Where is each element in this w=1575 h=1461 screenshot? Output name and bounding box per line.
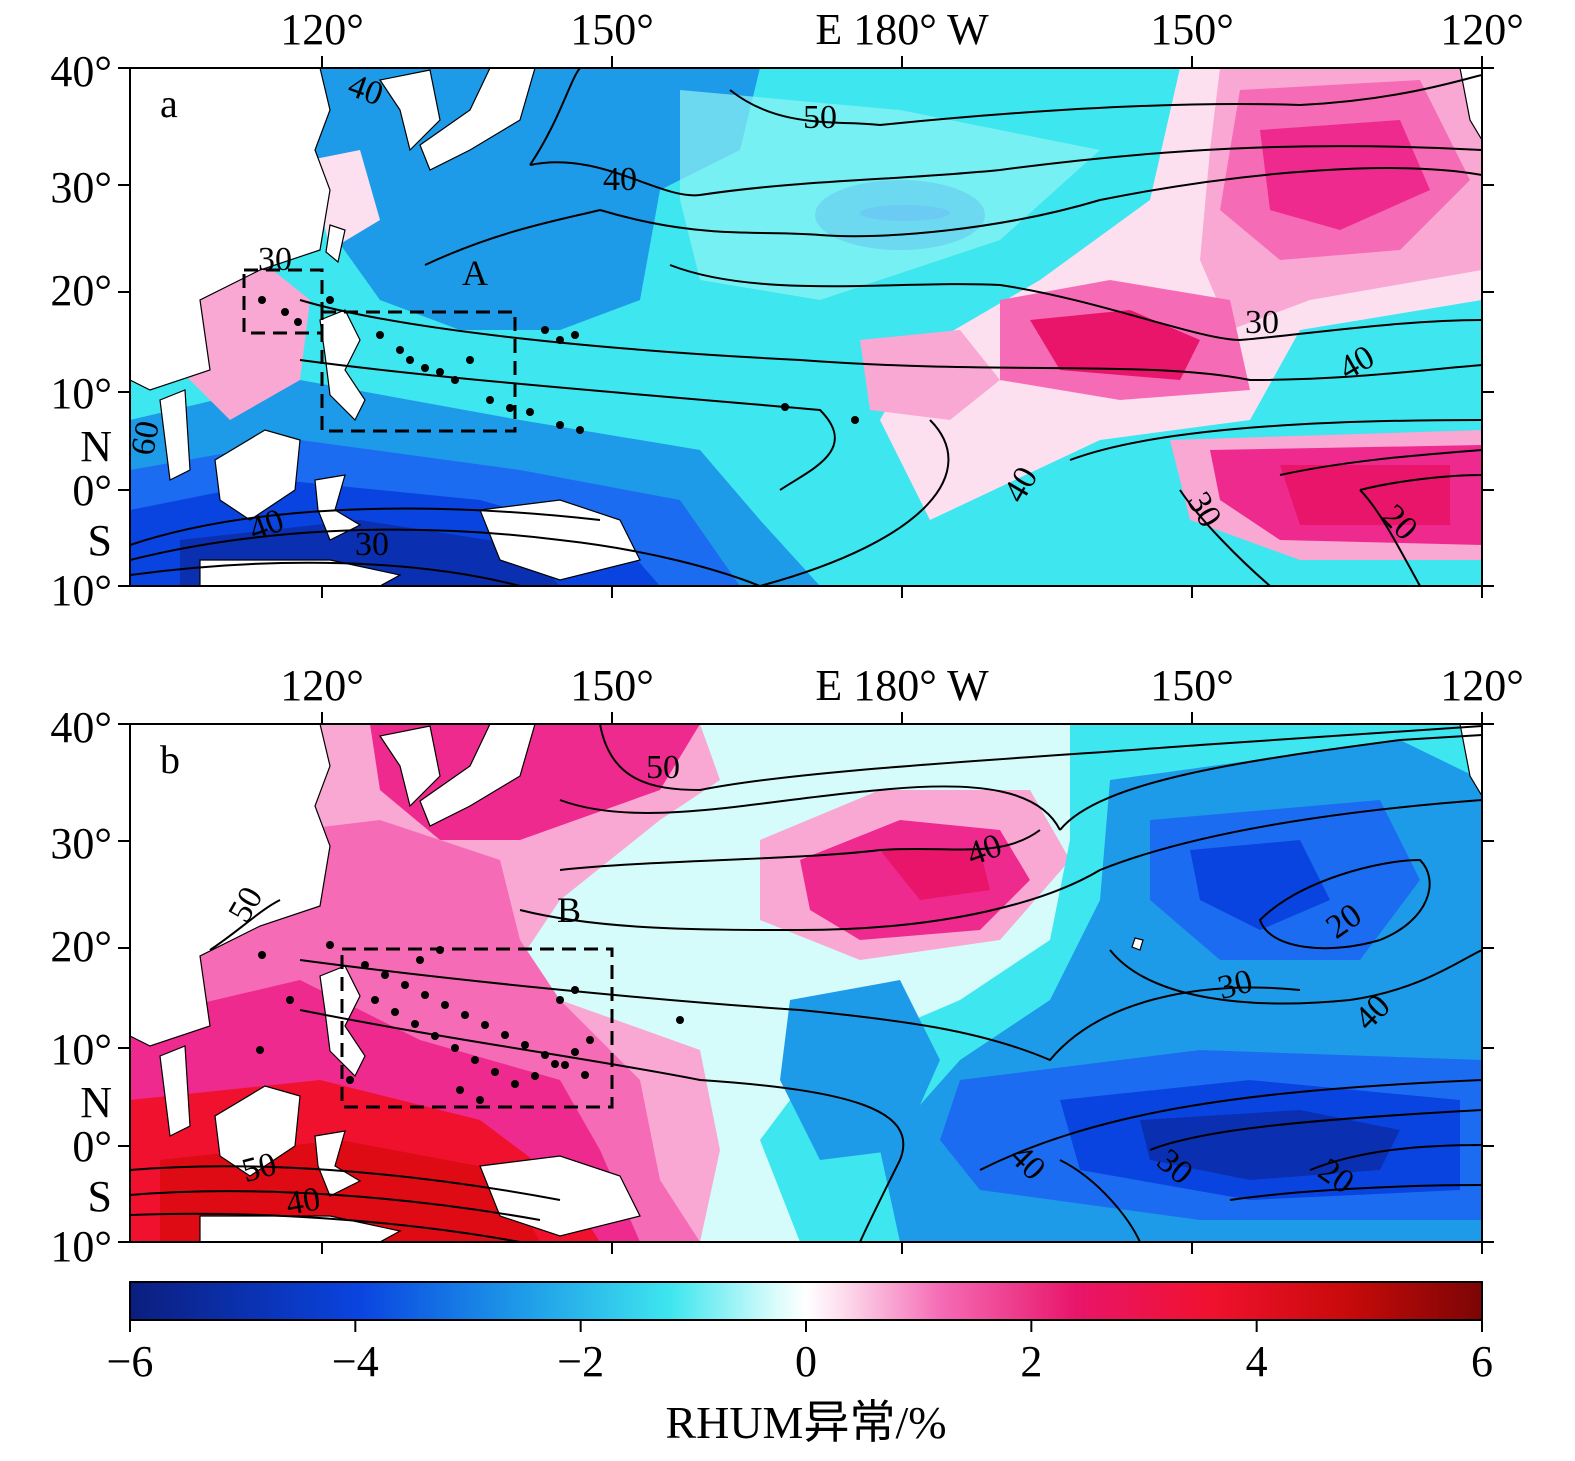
colorbar-tick-label: 2	[1020, 1337, 1042, 1386]
top-tick-label: 120°	[280, 661, 364, 710]
panel-b: b B	[129, 723, 1483, 1243]
left-tick-label: 10°	[50, 369, 112, 418]
left-tick-label: 0°	[72, 1122, 112, 1171]
panel-a-frame	[129, 67, 1483, 587]
left-tick-label: 30°	[50, 163, 112, 212]
contour-label: 50	[646, 749, 680, 786]
left-tick-label: 10°	[50, 1222, 112, 1271]
contour-label: 30	[1245, 304, 1279, 341]
panel-a-box-label: A	[462, 253, 488, 293]
left-tick-label: 0°	[72, 466, 112, 515]
panel-a-label: a	[160, 81, 178, 126]
left-tick-label: N	[80, 422, 112, 471]
top-tick-label: 120°	[1440, 661, 1524, 710]
top-tick-label: 150°	[570, 5, 654, 54]
contour-label: 60	[124, 418, 166, 458]
left-tick-label: 40°	[50, 47, 112, 96]
panel-a-anomaly-field	[130, 68, 1482, 586]
panel-b-frame	[129, 723, 1483, 1243]
panel-a-land	[130, 68, 1482, 586]
colorbar-tick-label: 6	[1471, 1337, 1493, 1386]
panel-a-box-large	[320, 310, 517, 433]
top-tick-label: E 180° W	[815, 5, 989, 54]
panel-b-label: b	[160, 737, 180, 782]
contour-label: 40	[283, 1180, 323, 1222]
colorbar-tick-label: 4	[1246, 1337, 1268, 1386]
contour-label: 30	[258, 241, 292, 278]
contour-label: 40	[603, 161, 637, 198]
colorbar-title: RHUM异常/%	[665, 1397, 946, 1448]
contour-label: 30	[355, 526, 389, 563]
panel-b-land	[130, 724, 1482, 1242]
panel-a-contours	[130, 68, 1482, 586]
colorbar-bar	[129, 1281, 1483, 1321]
panel-b-contours	[130, 724, 1482, 1242]
left-tick-label: 10°	[50, 566, 112, 615]
panel-b-box-label: B	[557, 890, 581, 930]
colorbar-tick-label: −4	[332, 1337, 379, 1386]
left-tick-label: 40°	[50, 703, 112, 752]
top-tick-label: 150°	[1150, 661, 1234, 710]
panel-a-box-small	[242, 268, 324, 335]
left-tick-label: 10°	[50, 1025, 112, 1074]
colorbar-tick-label: −6	[107, 1337, 154, 1386]
top-tick-label: 120°	[1440, 5, 1524, 54]
panel-a-tc-genesis-points	[258, 296, 859, 434]
axes-layer: 120° 150° E 180° W 150° 120°40°30°20°10°N0°S…	[50, 5, 1523, 1271]
left-tick-label: S	[88, 1172, 112, 1221]
panel-b-box	[340, 947, 614, 1109]
colorbar: −6 −4 −2 0 2 4 6 RHUM异常/%	[107, 1281, 1493, 1448]
left-tick-label: 20°	[50, 266, 112, 315]
left-tick-label: 20°	[50, 922, 112, 971]
left-tick-label: 30°	[50, 819, 112, 868]
left-tick-label: S	[88, 516, 112, 565]
panel-a: a A	[129, 67, 1483, 587]
top-tick-label: 150°	[570, 661, 654, 710]
top-tick-label: 150°	[1150, 5, 1234, 54]
colorbar-tick-label: 0	[795, 1337, 817, 1386]
top-tick-label: 120°	[280, 5, 364, 54]
contour-label: 50	[803, 99, 837, 136]
colorbar-tick-label: −2	[557, 1337, 604, 1386]
colorbar-ticks: −6 −4 −2 0 2 4 6	[107, 1320, 1493, 1386]
left-tick-label: N	[80, 1078, 112, 1127]
top-tick-label: E 180° W	[815, 661, 989, 710]
panel-b-tc-genesis-points	[256, 941, 684, 1104]
